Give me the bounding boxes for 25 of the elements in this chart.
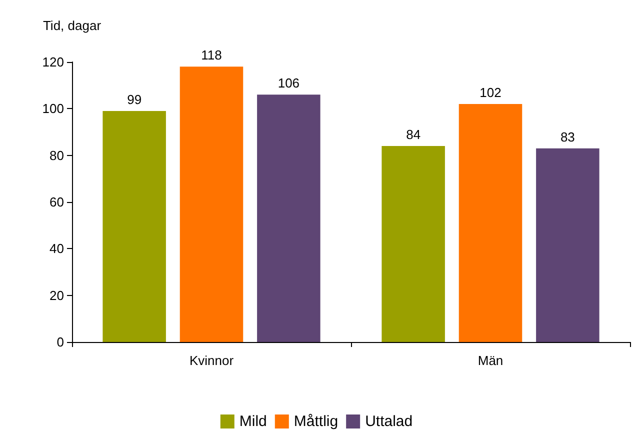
legend-label: Måttlig: [294, 413, 338, 430]
bar: [180, 66, 244, 342]
y-axis-title: Tid, dagar: [42, 18, 102, 33]
data-label: 102: [480, 85, 502, 100]
data-label: 83: [560, 129, 575, 144]
y-tick-label: 60: [50, 194, 64, 210]
bar: [102, 111, 166, 342]
y-tick-label: 80: [50, 148, 64, 163]
legend-label: Uttalad: [365, 413, 413, 430]
data-label: 84: [406, 127, 421, 142]
x-tick-label: Kvinnor: [189, 353, 234, 368]
y-tick-label: 20: [50, 288, 64, 303]
y-tick-label: 120: [42, 54, 64, 70]
y-tick-label: 0: [56, 334, 64, 350]
data-label: 99: [127, 92, 142, 107]
bar: [458, 104, 522, 342]
data-label: 106: [278, 76, 300, 91]
legend-label: Mild: [239, 413, 267, 430]
y-tick-label: 100: [42, 101, 64, 116]
data-label: 118: [201, 48, 222, 63]
x-tick-label: Män: [478, 353, 504, 368]
bar: [257, 94, 320, 342]
y-tick-label: 40: [50, 241, 64, 256]
bar: [382, 146, 445, 342]
bar: [536, 148, 600, 342]
